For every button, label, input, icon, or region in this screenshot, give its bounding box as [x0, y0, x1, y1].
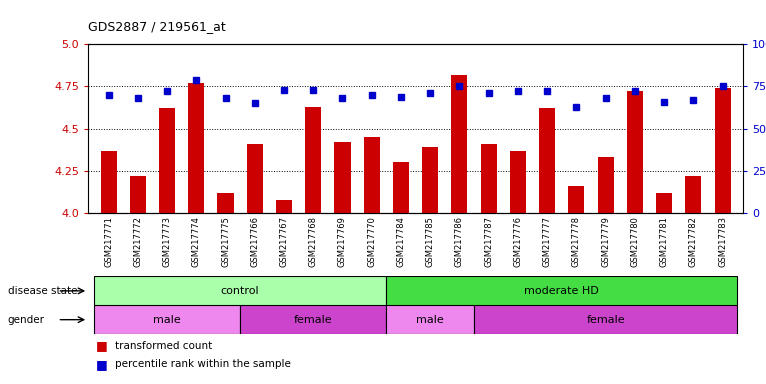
Bar [386, 305, 474, 334]
Bar [129, 176, 146, 213]
Bar [218, 193, 234, 213]
Bar [100, 151, 116, 213]
Text: control: control [221, 286, 260, 296]
Text: female: female [586, 314, 625, 325]
Bar [480, 144, 496, 213]
Bar [305, 107, 321, 213]
Bar [686, 176, 702, 213]
Bar [597, 157, 614, 213]
Bar [627, 91, 643, 213]
Bar [568, 186, 584, 213]
Text: disease state: disease state [8, 286, 77, 296]
Bar [422, 147, 438, 213]
Bar [474, 305, 737, 334]
Bar [539, 108, 555, 213]
Bar [247, 144, 263, 213]
Bar [276, 200, 292, 213]
Bar [240, 305, 386, 334]
Bar [386, 276, 737, 305]
Text: female: female [294, 314, 332, 325]
Text: male: male [416, 314, 444, 325]
Text: male: male [153, 314, 181, 325]
Text: ■: ■ [96, 358, 107, 371]
Bar [335, 142, 351, 213]
Text: transformed count: transformed count [115, 341, 212, 351]
Text: percentile rank within the sample: percentile rank within the sample [115, 359, 291, 369]
Bar [94, 305, 240, 334]
Text: gender: gender [8, 314, 44, 325]
Bar [159, 108, 175, 213]
Text: GDS2887 / 219561_at: GDS2887 / 219561_at [88, 20, 226, 33]
Bar [510, 151, 526, 213]
Bar [188, 83, 205, 213]
Bar [393, 162, 409, 213]
Bar [656, 193, 672, 213]
Bar [364, 137, 380, 213]
Bar [715, 88, 731, 213]
Bar [451, 74, 467, 213]
Bar [94, 276, 386, 305]
Text: moderate HD: moderate HD [525, 286, 599, 296]
Text: ■: ■ [96, 339, 107, 353]
